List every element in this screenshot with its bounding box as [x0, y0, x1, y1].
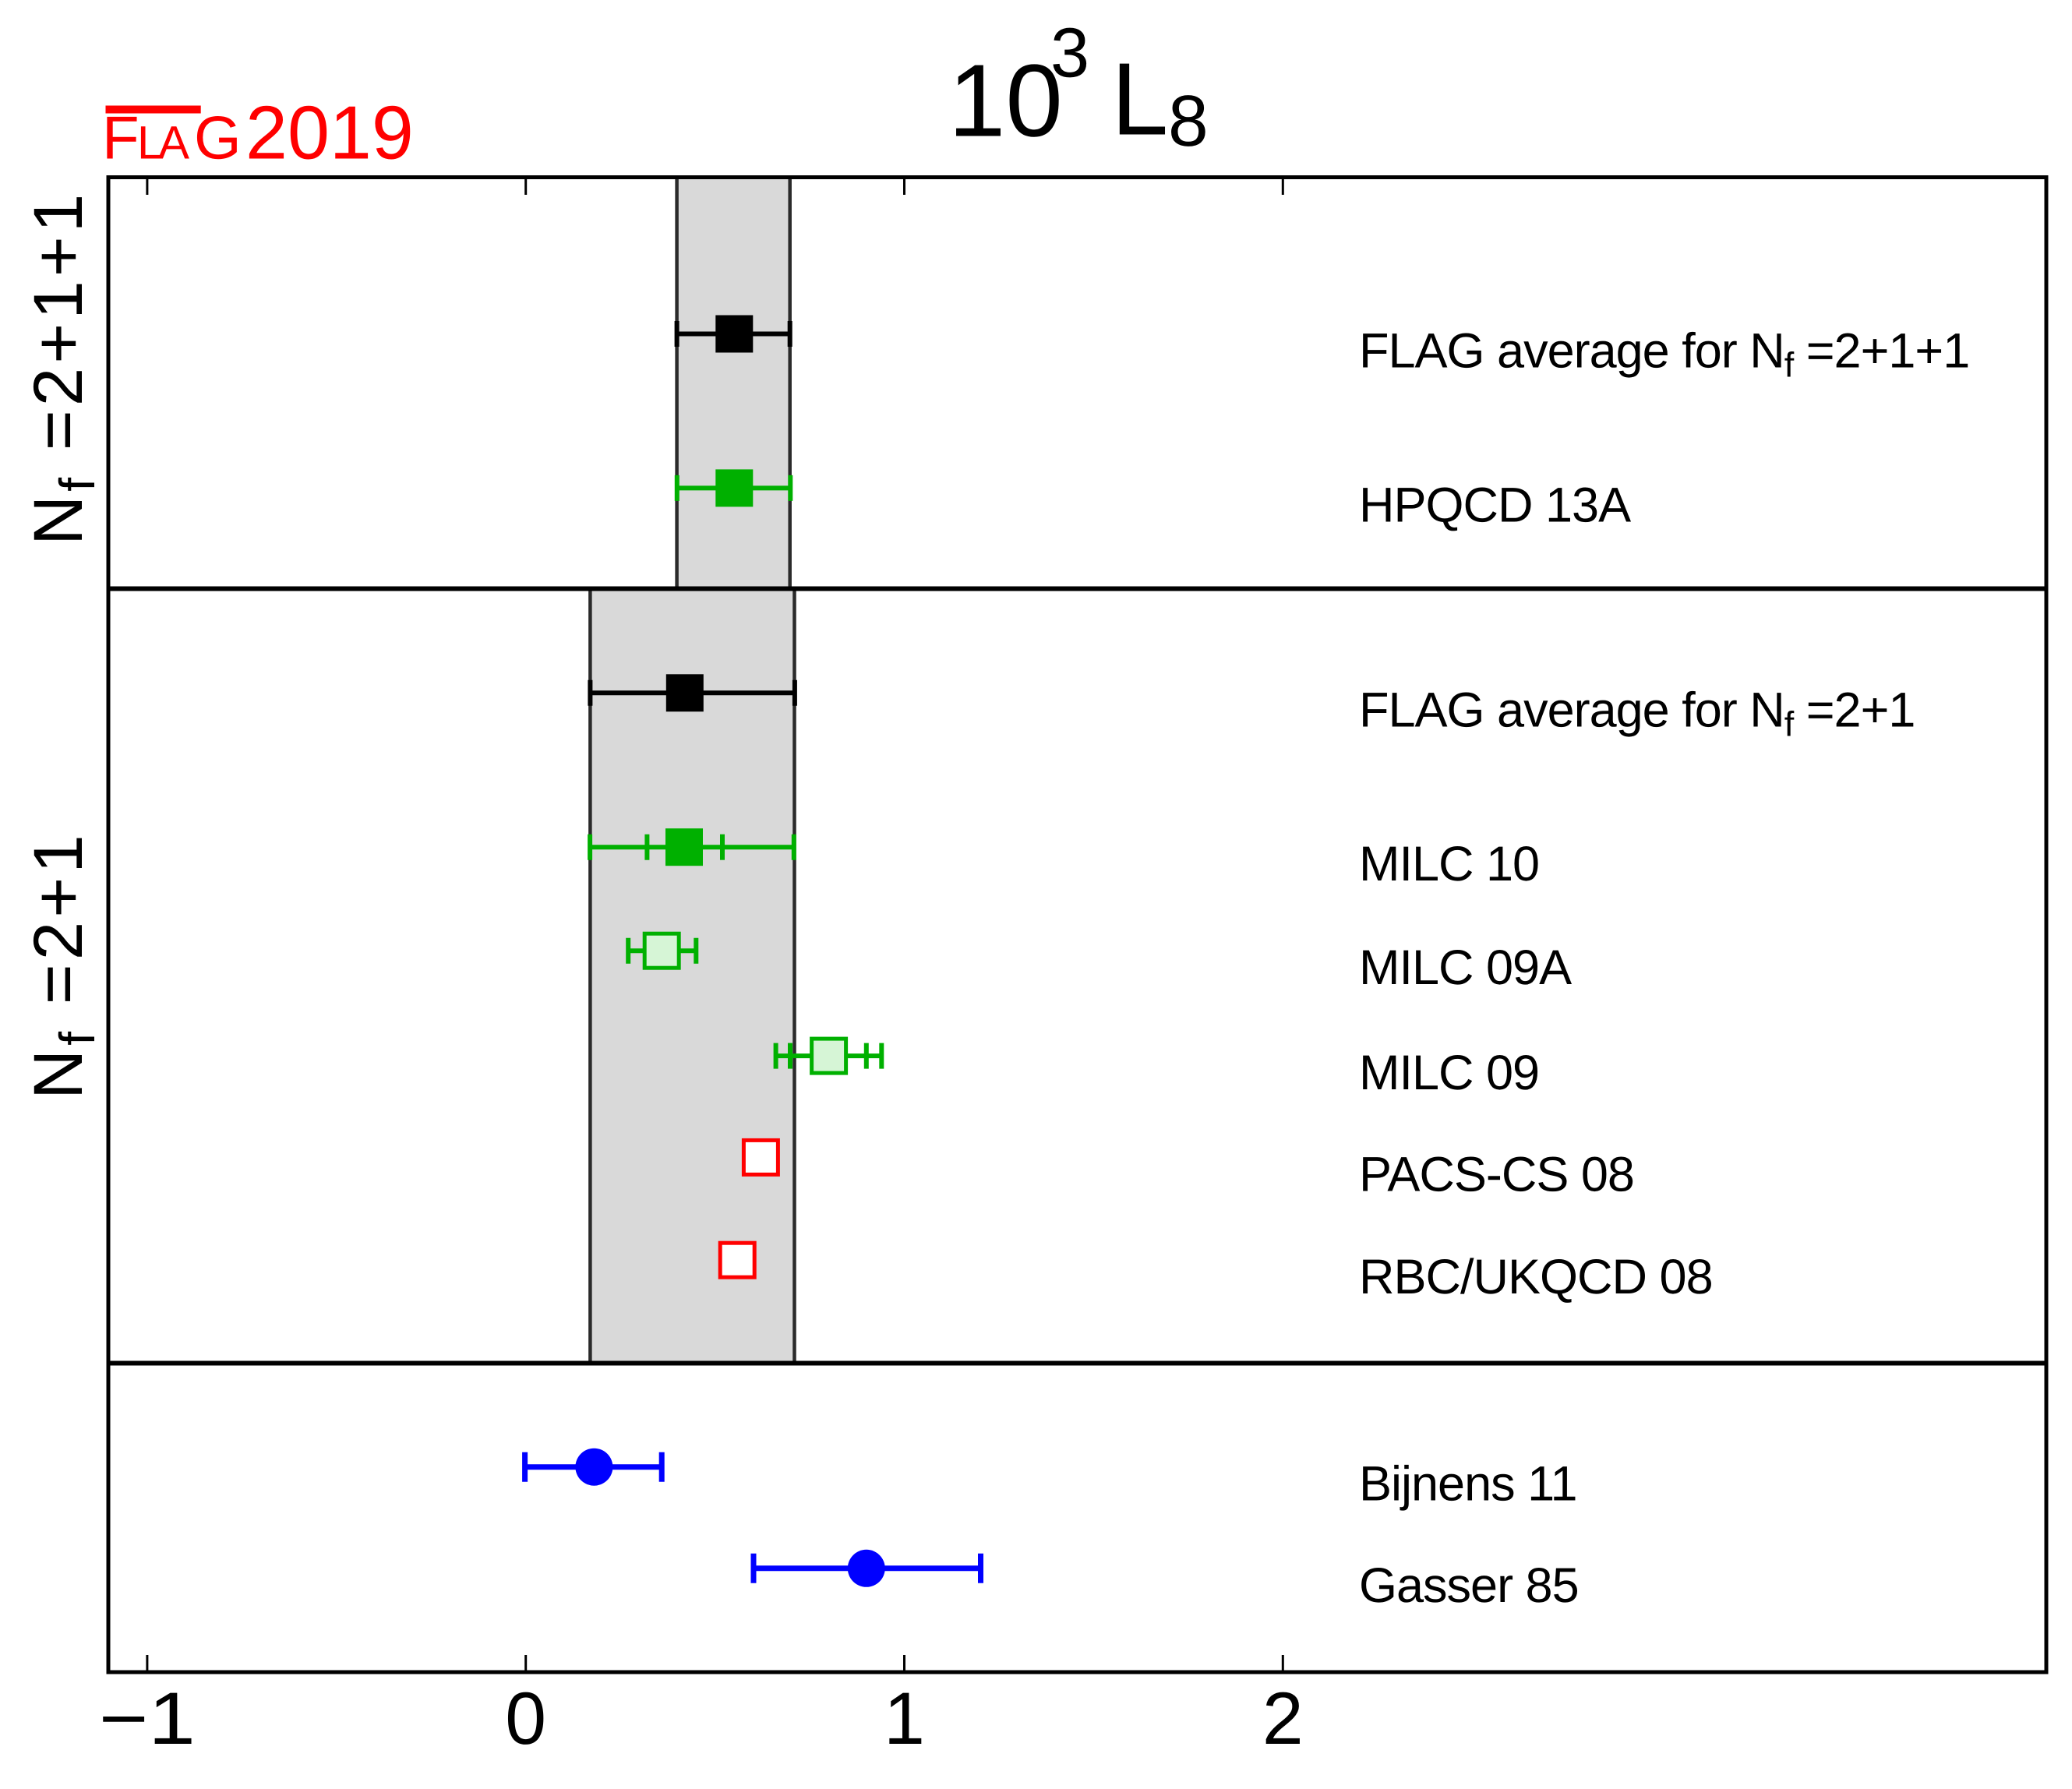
- svg-text:0: 0: [505, 1678, 546, 1760]
- svg-text:A: A: [158, 117, 189, 169]
- svg-text:10: 10: [948, 44, 1063, 158]
- svg-text:G: G: [194, 104, 242, 172]
- svg-text:2019: 2019: [245, 90, 414, 175]
- svg-text:2: 2: [1262, 1678, 1304, 1760]
- svg-text:MILC 09A: MILC 09A: [1359, 940, 1572, 995]
- svg-text:L: L: [137, 117, 163, 169]
- svg-text:L: L: [1111, 42, 1168, 157]
- svg-text:MILC 09: MILC 09: [1359, 1046, 1539, 1100]
- svg-text:Nf =2+1: Nf =2+1: [19, 831, 105, 1099]
- svg-text:Nf =2+1+1: Nf =2+1+1: [19, 190, 105, 545]
- svg-text:3: 3: [1050, 15, 1089, 93]
- svg-text:MILC 10: MILC 10: [1359, 837, 1539, 891]
- svg-text:8: 8: [1168, 80, 1209, 161]
- svg-text:PACS-CS 08: PACS-CS 08: [1359, 1147, 1634, 1201]
- svg-text:FLAG average for Nf =2+1: FLAG average for Nf =2+1: [1359, 683, 1915, 743]
- svg-text:1: 1: [884, 1678, 925, 1760]
- svg-text:Gasser 85: Gasser 85: [1359, 1558, 1579, 1613]
- svg-text:F: F: [102, 104, 139, 172]
- svg-text:FLAG average for Nf =2+1+1: FLAG average for Nf =2+1+1: [1359, 324, 1969, 385]
- svg-text:Bijnens 11: Bijnens 11: [1359, 1457, 1577, 1512]
- svg-text:RBC/UKQCD 08: RBC/UKQCD 08: [1359, 1250, 1713, 1304]
- svg-text:HPQCD 13A: HPQCD 13A: [1359, 478, 1631, 532]
- svg-text:−1: −1: [99, 1678, 196, 1760]
